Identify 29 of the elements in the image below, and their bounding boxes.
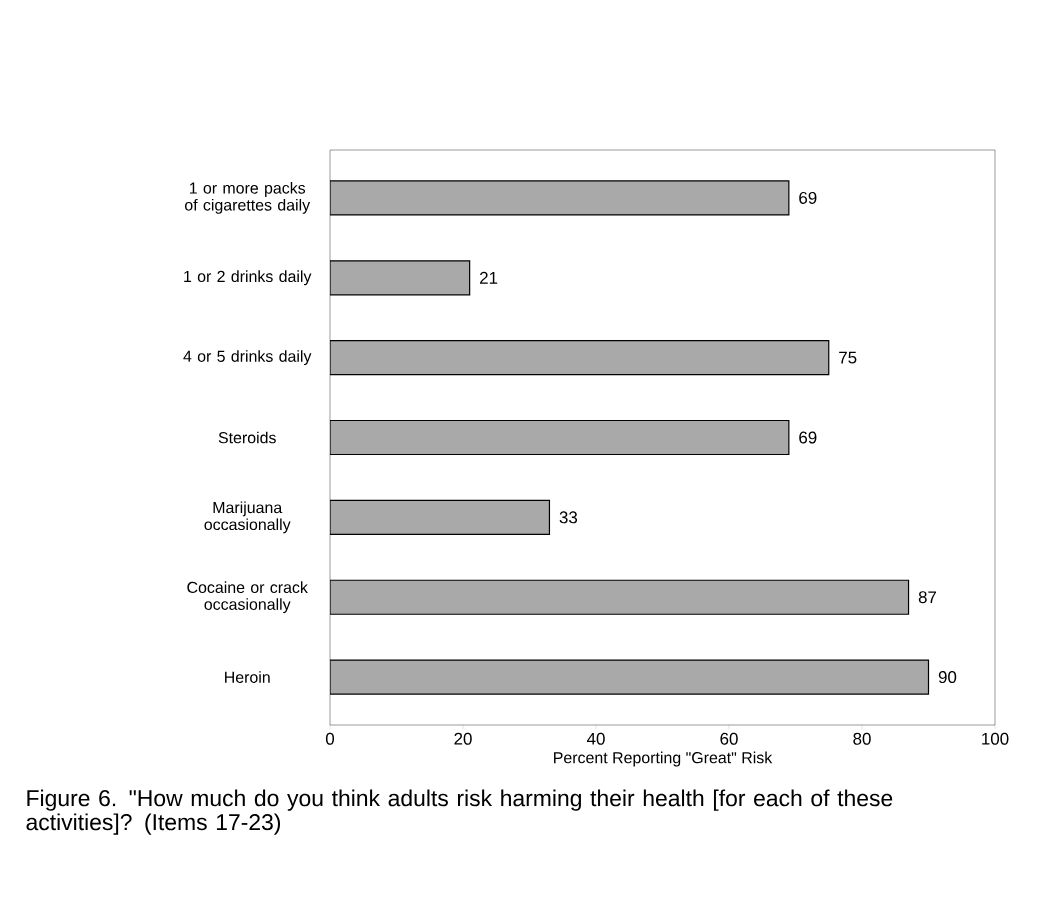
data-label: 69 (799, 431, 817, 444)
x-tick-label: 60 (720, 732, 738, 745)
y-tick-label: Cocaine or crack occasionally (187, 581, 308, 614)
y-tick-label: Heroin (225, 671, 270, 683)
bar (330, 499, 551, 535)
x-tick-label: 80 (853, 732, 871, 745)
bar (330, 579, 910, 615)
x-axis-title: Percent Reporting "Great" Risk (554, 751, 773, 767)
data-label: 90 (938, 671, 957, 684)
x-tick-label: 100 (982, 732, 1009, 745)
y-tick-label: 1 or more packs of cigarettes daily (184, 182, 311, 214)
y-tick-label: 4 or 5 drinks daily (183, 350, 312, 366)
data-label: 33 (559, 511, 578, 524)
y-tick-label: Marijuana occasionally (204, 501, 291, 534)
bar (330, 659, 930, 695)
bar (330, 260, 471, 296)
x-tick-label: 0 (325, 732, 335, 745)
caption: Figure 6. "How much do you think adults risk harming their health [for each of these activities]? (Items 17-23) (26, 789, 893, 835)
data-label: 87 (918, 591, 937, 604)
data-label: 69 (799, 191, 817, 204)
data-label: 75 (839, 351, 857, 364)
data-label: 21 (480, 271, 498, 284)
bar (330, 419, 790, 456)
x-tick-label: 20 (454, 732, 472, 745)
x-tick-label: 40 (586, 732, 605, 745)
y-tick-label: 1 or 2 drinks daily (184, 270, 312, 286)
y-tick-label: Steroids (218, 431, 276, 444)
bar (330, 180, 790, 216)
bar (330, 340, 830, 376)
